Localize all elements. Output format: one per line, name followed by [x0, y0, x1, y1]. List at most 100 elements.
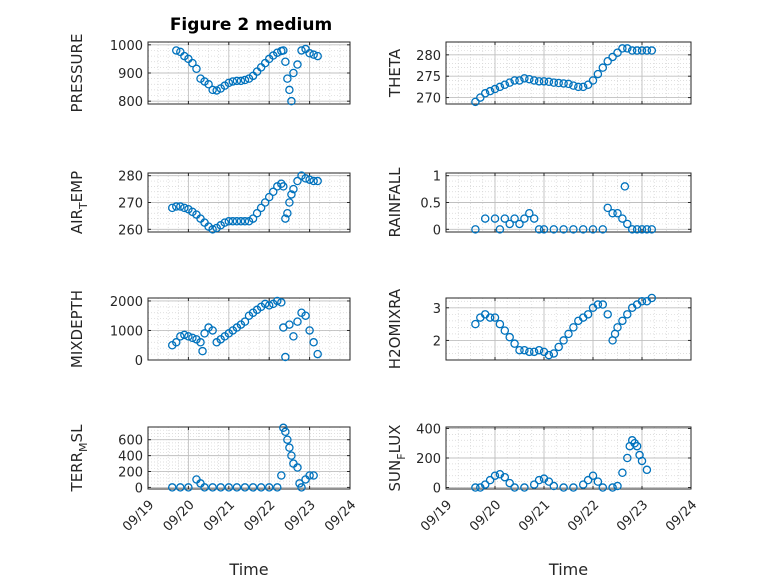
data-point [569, 323, 578, 332]
data-point [564, 79, 573, 89]
data-point [534, 77, 544, 86]
data-point [293, 317, 302, 326]
y-tick-label: 3 [433, 302, 441, 317]
data-point [490, 214, 500, 223]
data-point [598, 225, 608, 234]
data-point [569, 225, 578, 234]
y-tick-label: 0 [433, 482, 441, 497]
data-point [295, 479, 304, 488]
data-point [544, 77, 554, 87]
data-point [564, 329, 573, 339]
data-point [236, 217, 246, 226]
data-point [283, 435, 292, 444]
data-point [228, 77, 238, 86]
data-point [578, 225, 588, 234]
data-point [240, 217, 250, 226]
y-tick-label: 400 [118, 450, 143, 465]
data-point [539, 225, 549, 234]
data-point [208, 225, 217, 234]
data-point [228, 217, 238, 226]
data-point [525, 347, 534, 357]
data-point [297, 46, 306, 55]
data-point [549, 481, 559, 491]
data-point [544, 350, 554, 360]
data-point [647, 46, 657, 55]
y-tick-label: 800 [118, 95, 143, 110]
data-point [287, 96, 296, 106]
data-point [240, 483, 250, 492]
data-point [184, 332, 193, 341]
data-point [500, 214, 510, 223]
data-point [240, 75, 250, 85]
data-point [608, 208, 617, 218]
data-point [184, 483, 193, 492]
data-point [293, 176, 302, 186]
data-point [283, 74, 292, 83]
data-point [505, 332, 514, 342]
data-point [637, 225, 647, 234]
data-point [232, 217, 242, 226]
data-point [281, 427, 290, 437]
data-point [198, 346, 207, 356]
data-point [500, 80, 510, 90]
y-tick-label: 600 [118, 434, 143, 449]
data-point [212, 86, 221, 95]
data-point [277, 298, 286, 307]
data-point [510, 76, 519, 85]
subplot-1: 800 900 1000 PRESSURE [68, 34, 351, 112]
data-point [268, 187, 278, 197]
data-point [236, 76, 246, 86]
data-point [529, 76, 539, 85]
y-axis-label-main: SUN [386, 460, 404, 492]
data-point [642, 465, 652, 475]
data-point [613, 323, 622, 332]
data-point [529, 214, 539, 223]
data-point [608, 52, 617, 62]
data-point [204, 80, 213, 89]
data-point [520, 74, 529, 83]
y-axis-label-main: TERR [68, 452, 86, 493]
data-point [618, 214, 627, 223]
data-point [305, 175, 314, 184]
data-point [559, 483, 568, 492]
y-tick-label: 2 [433, 334, 441, 349]
data-point [180, 203, 189, 213]
data-point [301, 174, 310, 183]
data-point [627, 46, 637, 55]
y-tick-label: 900 [118, 67, 143, 82]
data-point [480, 214, 490, 223]
data-point [642, 46, 652, 55]
data-point [549, 78, 559, 87]
y-tick-label: 270 [416, 92, 441, 107]
x-axis-label: Time [548, 560, 588, 579]
data-point [598, 300, 608, 309]
data-point [598, 63, 608, 72]
data-point [593, 300, 603, 309]
figure-title: Figure 2 medium [170, 15, 332, 35]
data-point [593, 69, 603, 79]
subplot-2: 270 275 280 THETA [386, 41, 692, 107]
data-point [264, 483, 274, 492]
data-point [588, 76, 598, 85]
data-point [305, 471, 314, 480]
data-point [505, 478, 514, 488]
data-point [618, 468, 627, 478]
data-point [529, 480, 539, 489]
axes-box [147, 297, 351, 361]
data-point [623, 453, 632, 463]
data-point [309, 338, 318, 347]
data-point [471, 319, 480, 329]
data-point [279, 182, 288, 191]
data-point [632, 46, 642, 55]
data-point [505, 219, 514, 229]
data-point [264, 192, 274, 202]
x-axis-label: Time [228, 560, 268, 579]
data-point [569, 483, 578, 492]
data-point [544, 477, 554, 486]
data-point [647, 225, 657, 234]
data-point [297, 483, 306, 492]
data-point [623, 310, 632, 319]
data-point [534, 475, 544, 485]
